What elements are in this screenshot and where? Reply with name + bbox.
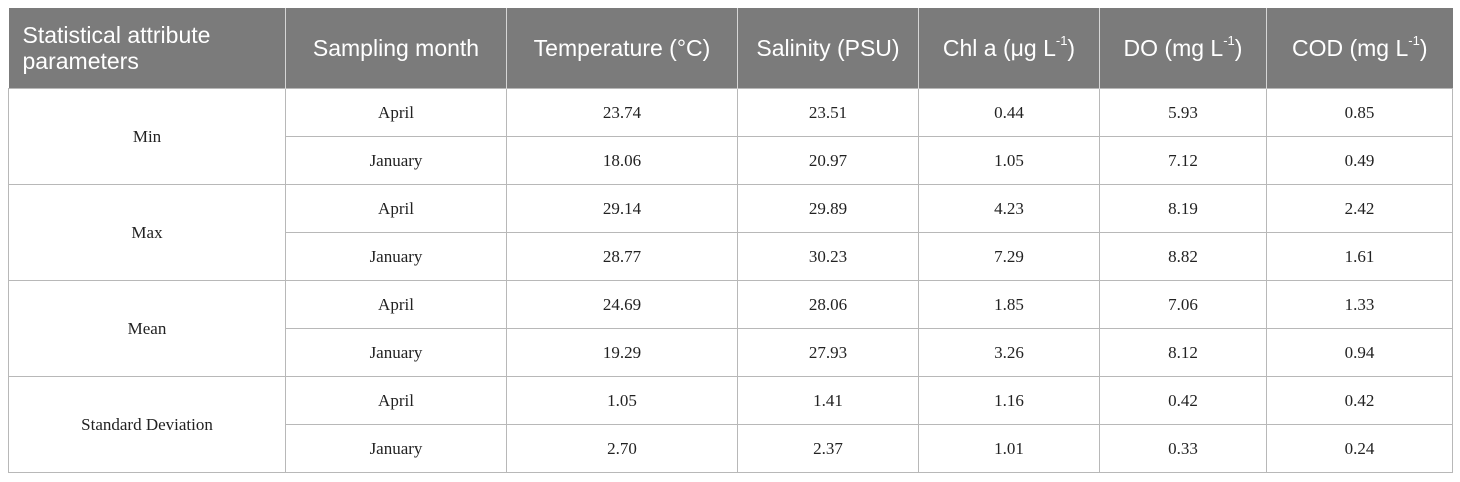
do-cell: 8.19	[1099, 184, 1267, 233]
salinity-cell: 20.97	[737, 136, 919, 185]
parameter-cell-max: Max	[8, 184, 286, 281]
table-row: Mean April 24.69 28.06 1.85 7.06 1.33	[8, 280, 1453, 377]
salinity-cell: 23.51	[737, 88, 919, 137]
table-body: Min April 23.74 23.51 0.44 5.93 0.85 Jan…	[8, 88, 1453, 473]
temperature-cell: 28.77	[506, 232, 738, 281]
chl-a-cell: 1.85	[918, 280, 1100, 329]
do-cell: 7.06	[1099, 280, 1267, 329]
month-cell: January	[285, 328, 507, 377]
chl-a-cell: 4.23	[918, 184, 1100, 233]
do-cell: 5.93	[1099, 88, 1267, 137]
salinity-cell: 27.93	[737, 328, 919, 377]
header-do-close: )	[1234, 35, 1243, 61]
cod-cell: 0.42	[1266, 376, 1453, 425]
do-cell: 0.33	[1099, 424, 1267, 473]
month-cell: April	[285, 280, 507, 329]
salinity-cell: 29.89	[737, 184, 919, 233]
table-row: Min April 23.74 23.51 0.44 5.93 0.85	[8, 88, 1453, 185]
chl-a-cell: 1.01	[918, 424, 1100, 473]
header-chl-a: Chl a (μg L-1)	[918, 8, 1100, 89]
temperature-cell: 19.29	[506, 328, 738, 377]
chl-a-cell: 1.05	[918, 136, 1100, 185]
chl-a-cell: 0.44	[918, 88, 1100, 137]
header-cod-text: COD (mg L	[1291, 35, 1409, 61]
table-row: Max April 29.14 29.89 4.23 8.19 2.42	[8, 184, 1453, 281]
table-row: January 28.77 30.23 7.29 8.82 1.61	[9, 232, 1453, 281]
cod-cell: 1.61	[1266, 232, 1453, 281]
statistics-table: Statistical attribute parameters Samplin…	[8, 8, 1453, 473]
month-cell: January	[285, 136, 507, 185]
temperature-cell: 18.06	[506, 136, 738, 185]
salinity-cell: 1.41	[737, 376, 919, 425]
chl-a-cell: 7.29	[918, 232, 1100, 281]
cod-cell: 0.94	[1266, 328, 1453, 377]
parameter-cell-min: Min	[8, 88, 286, 185]
cod-cell: 2.42	[1266, 184, 1453, 233]
salinity-cell: 30.23	[737, 232, 919, 281]
cod-cell: 0.24	[1266, 424, 1453, 473]
month-cell: January	[285, 232, 507, 281]
do-cell: 7.12	[1099, 136, 1267, 185]
header-row: Statistical attribute parameters Samplin…	[8, 8, 1453, 89]
cod-cell: 0.85	[1266, 88, 1453, 137]
salinity-cell: 2.37	[737, 424, 919, 473]
month-cell: April	[285, 376, 507, 425]
table-row: January 19.29 27.93 3.26 8.12 0.94	[9, 328, 1453, 377]
do-cell: 8.12	[1099, 328, 1267, 377]
cod-cell: 1.33	[1266, 280, 1453, 329]
temperature-cell: 2.70	[506, 424, 738, 473]
cod-cell: 0.49	[1266, 136, 1453, 185]
month-cell: January	[285, 424, 507, 473]
header-cod: COD (mg L-1)	[1266, 8, 1453, 89]
parameter-cell-mean: Mean	[8, 280, 286, 377]
temperature-cell: 23.74	[506, 88, 738, 137]
table-row: January 18.06 20.97 1.05 7.12 0.49	[9, 136, 1453, 185]
header-chl-a-superscript: -1	[1055, 33, 1068, 49]
header-do-text: DO (mg L	[1123, 35, 1224, 61]
header-do-superscript: -1	[1223, 33, 1235, 49]
table-row: Standard Deviation April 1.05 1.41 1.16 …	[8, 376, 1453, 473]
header-sampling-month: Sampling month	[285, 8, 507, 89]
do-cell: 0.42	[1099, 376, 1267, 425]
header-salinity: Salinity (PSU)	[737, 8, 919, 89]
header-statistical-attribute-parameters: Statistical attribute parameters	[8, 8, 286, 89]
parameter-cell-standard-deviation: Standard Deviation	[8, 376, 286, 473]
table-row: January 2.70 2.37 1.01 0.33 0.24	[9, 424, 1453, 473]
month-cell: April	[285, 88, 507, 137]
temperature-cell: 29.14	[506, 184, 738, 233]
header-cod-close: )	[1419, 35, 1428, 61]
table-header: Statistical attribute parameters Samplin…	[8, 8, 1453, 89]
salinity-cell: 28.06	[737, 280, 919, 329]
header-chl-a-close: )	[1067, 35, 1076, 61]
temperature-cell: 24.69	[506, 280, 738, 329]
chl-a-cell: 3.26	[918, 328, 1100, 377]
temperature-cell: 1.05	[506, 376, 738, 425]
month-cell: April	[285, 184, 507, 233]
do-cell: 8.82	[1099, 232, 1267, 281]
chl-a-cell: 1.16	[918, 376, 1100, 425]
header-cod-superscript: -1	[1408, 33, 1420, 49]
header-temperature: Temperature (°C)	[506, 8, 738, 89]
header-chl-a-text: Chl a (μg L	[942, 35, 1056, 61]
header-do: DO (mg L-1)	[1099, 8, 1267, 89]
